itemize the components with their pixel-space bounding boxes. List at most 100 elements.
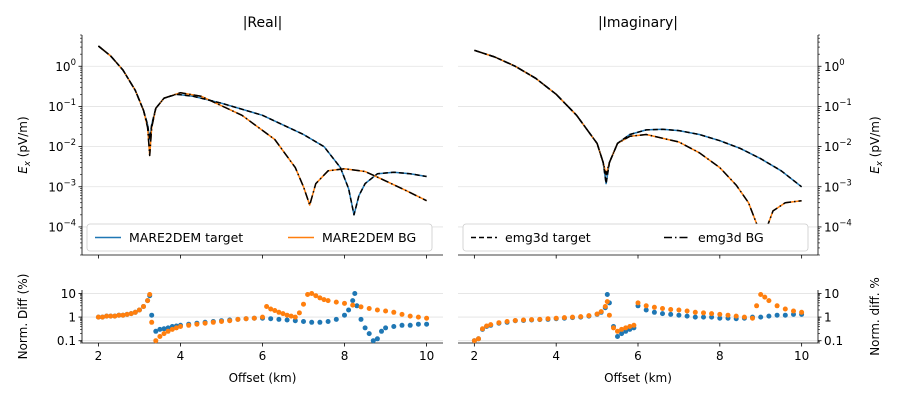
y-tick-label: 100	[824, 58, 845, 74]
data-point	[147, 292, 153, 297]
data-point	[553, 315, 559, 321]
data-point	[733, 313, 739, 319]
data-point	[606, 312, 612, 318]
panel-real: 100 10−1 10−2 10−3 10−4 |Real| Ex (pV/m) MARE2D…	[16, 15, 443, 259]
data-point	[545, 316, 551, 322]
data-point	[627, 324, 633, 329]
data-point	[766, 313, 772, 319]
data-point	[210, 319, 216, 325]
data-point	[104, 313, 110, 319]
y-tick-label: 10−3	[824, 178, 852, 194]
data-point	[407, 322, 413, 328]
legend-label: emg3d target	[505, 230, 591, 245]
data-point	[611, 325, 616, 331]
x-tick-label: 4	[552, 349, 560, 363]
y-axis-label: Norm. Diff (%)	[16, 274, 30, 360]
data-point	[366, 306, 372, 311]
data-point	[709, 311, 715, 317]
data-point	[301, 319, 306, 324]
data-point	[309, 319, 315, 325]
y-axis-label: Ex (pV/m)	[868, 116, 885, 173]
y-tick-label: 10	[824, 287, 839, 301]
data-point	[325, 298, 331, 304]
data-point	[120, 312, 126, 318]
data-point	[717, 315, 723, 321]
x-tick-label: 8	[716, 349, 724, 363]
data-point	[684, 313, 690, 319]
x-tick-label: 6	[634, 349, 642, 363]
data-point	[251, 315, 257, 321]
data-point	[173, 325, 179, 331]
data-point	[504, 319, 510, 324]
data-point	[496, 320, 502, 326]
data-point	[157, 334, 163, 339]
data-point	[132, 309, 138, 315]
data-point	[317, 295, 323, 301]
data-point	[762, 294, 768, 300]
data-point	[774, 303, 780, 309]
data-point	[149, 312, 155, 318]
data-point	[635, 300, 641, 306]
data-point	[782, 312, 788, 318]
data-point	[623, 325, 629, 331]
data-point	[782, 306, 788, 312]
data-point	[362, 325, 368, 331]
data-point	[758, 292, 764, 297]
data-point	[313, 293, 319, 299]
y-tick-label: 10−1	[48, 98, 76, 114]
data-point	[321, 297, 327, 303]
panel-imaginary: 100 10−1 10−2 10−3 10−4 |Imaginary| Ex (pV/m) e…	[458, 15, 885, 259]
data-point	[488, 322, 494, 328]
data-point	[684, 308, 690, 314]
y-tick-label: 100	[55, 58, 76, 74]
data-point	[342, 312, 347, 318]
data-point	[350, 302, 356, 308]
data-point	[358, 316, 364, 322]
data-point	[619, 331, 625, 337]
data-point	[791, 308, 796, 314]
y-tick-label: 10−4	[824, 218, 852, 234]
data-point	[415, 321, 421, 327]
data-point	[741, 314, 747, 320]
panel-title: |Real|	[243, 15, 283, 31]
data-point	[799, 309, 805, 315]
y-axis-label: Ex (pV/m)	[16, 116, 33, 173]
data-point	[484, 323, 490, 329]
data-point	[676, 312, 682, 318]
data-point	[512, 318, 518, 323]
data-point	[178, 324, 183, 329]
x-tick-label: 2	[95, 349, 103, 363]
x-tick-label: 2	[471, 349, 479, 363]
data-point	[383, 308, 389, 314]
data-point	[660, 306, 665, 311]
x-axis-label: Offset (km)	[229, 371, 297, 385]
data-point	[280, 311, 286, 317]
data-point	[758, 314, 764, 320]
data-point	[701, 310, 706, 316]
data-point	[284, 317, 290, 323]
legend-label: MARE2DEM BG	[322, 230, 416, 245]
data-point	[370, 338, 376, 344]
data-point	[578, 314, 584, 320]
legend-box	[86, 223, 433, 252]
data-point	[750, 315, 755, 321]
y-tick-label: 10	[61, 287, 76, 301]
data-point	[754, 303, 760, 309]
data-point	[358, 304, 364, 310]
data-point	[424, 315, 430, 321]
y-tick-label: 10−1	[824, 98, 852, 114]
data-point	[374, 336, 380, 342]
data-point	[374, 307, 380, 313]
data-point	[480, 326, 485, 332]
data-point	[366, 331, 372, 337]
data-point	[264, 304, 270, 309]
data-point	[288, 313, 294, 319]
data-point	[604, 292, 610, 297]
data-point	[717, 311, 723, 317]
data-point	[471, 338, 477, 344]
data-point	[407, 313, 413, 319]
data-point	[594, 311, 600, 317]
y-tick-label: 0.1	[57, 334, 76, 348]
data-point	[100, 314, 105, 320]
